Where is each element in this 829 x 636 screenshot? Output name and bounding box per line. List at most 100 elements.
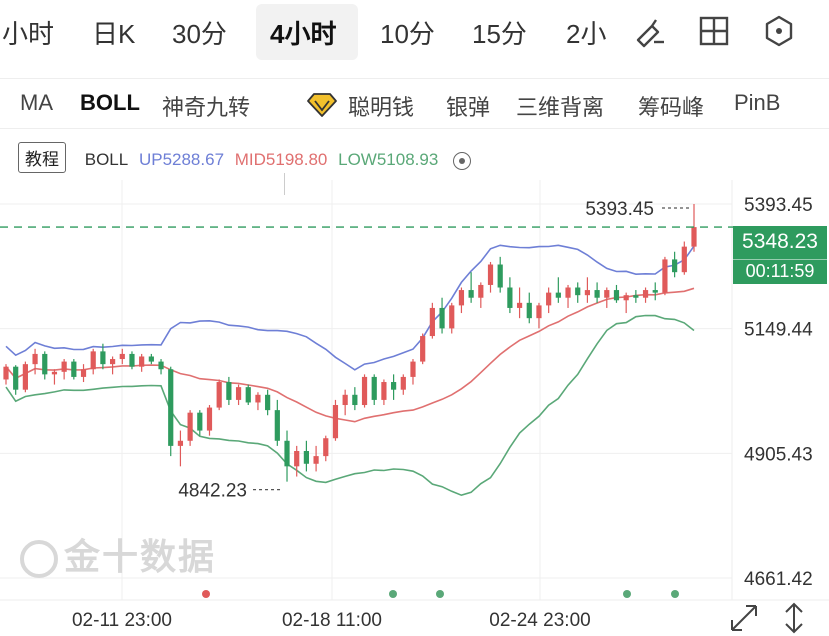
legend-indicator-name: BOLL: [84, 150, 129, 169]
legend-up-value: UP5288.67: [138, 150, 225, 169]
divider: [0, 78, 829, 79]
candle-body-26: [255, 394, 261, 403]
candle-body-38: [371, 376, 377, 400]
grid-layout-icon[interactable]: [697, 14, 731, 48]
candle-body-37: [361, 376, 368, 406]
candle-body-63: [613, 290, 620, 301]
candle-body-52: [507, 287, 513, 308]
price-tick-2: 4905.43: [744, 444, 813, 465]
candle-body-4: [42, 353, 48, 375]
candle-body-7: [71, 361, 77, 377]
indicator-5[interactable]: 三维背离: [516, 95, 605, 120]
indicator-2[interactable]: 神奇九转: [162, 95, 251, 120]
watermark-logo-icon: [20, 540, 58, 579]
candle-body-56: [546, 292, 552, 306]
candle-body-71: [691, 227, 697, 247]
candle-body-35: [342, 394, 348, 406]
candle-body-32: [313, 456, 319, 464]
candle-body-58: [565, 287, 571, 298]
candle-body-46: [449, 305, 455, 329]
candle-body-18: [177, 440, 184, 446]
candle-body-13: [129, 353, 135, 367]
indicator-bar: MA BOLL 神奇九转 聪明钱 银弹 三维背离 筹码峰 PinB: [0, 80, 829, 195]
candle-body-59: [575, 287, 581, 296]
tab-6[interactable]: 2小: [566, 19, 607, 49]
event-dot-0: [202, 590, 210, 598]
candle-body-27: [265, 394, 271, 411]
price-tick-1: 5149.44: [744, 320, 813, 341]
indicator-settings-icon[interactable]: [453, 151, 472, 170]
candle-body-16: [158, 361, 164, 370]
tab-5[interactable]: 15分: [472, 19, 527, 49]
candle-body-8: [80, 369, 87, 377]
indicator-divider: [284, 173, 285, 195]
candle-body-34: [332, 405, 339, 439]
indicator-0[interactable]: MA: [20, 90, 53, 115]
candle-body-48: [468, 290, 474, 298]
settings-hex-icon[interactable]: [762, 14, 796, 48]
current-price-box: 5348.23 00:11:59: [733, 226, 827, 284]
candle-body-64: [623, 295, 629, 301]
fullscreen-icon[interactable]: [731, 605, 757, 631]
legend-low-value: LOW5108.93: [338, 150, 439, 169]
timeframe-tabs: 小时 日K 30分 4小时 10分 15分 2小: [0, 0, 829, 64]
candle-body-14: [139, 356, 145, 367]
candle-body-3: [32, 353, 38, 365]
candle-body-53: [516, 302, 523, 308]
candle-body-50: [487, 264, 494, 285]
legend-mid-value: MID5198.80: [234, 150, 328, 169]
boll-low-line: [5, 314, 695, 497]
candle-countdown: 00:11:59: [733, 259, 827, 282]
draw-pen-icon[interactable]: [632, 14, 666, 48]
indicator-4[interactable]: 银弹: [446, 95, 491, 120]
candle-body-47: [458, 290, 465, 306]
tutorial-button[interactable]: 教程: [18, 142, 66, 173]
price-tick-3: 4661.42: [744, 569, 813, 590]
tab-1[interactable]: 日K: [92, 19, 136, 49]
low-marker-label: 4842.23: [178, 481, 247, 502]
candle-body-12: [119, 353, 125, 360]
candle-body-44: [429, 307, 435, 337]
tab-3[interactable]: 4小时: [270, 19, 337, 49]
candle-body-21: [206, 407, 213, 431]
candle-body-17: [168, 369, 174, 446]
boll-legend: 教程 BOLL UP5288.67 MID5198.80 LOW5108.93: [18, 142, 472, 174]
watermark-text: 金十数据: [64, 536, 217, 577]
candle-body-28: [274, 410, 280, 441]
candle-body-0: [3, 366, 9, 380]
candle-body-2: [22, 364, 28, 390]
divider: [0, 128, 829, 129]
candle-body-33: [323, 438, 329, 457]
candle-body-24: [235, 387, 242, 400]
date-tick-0: 02-11 23:00: [72, 610, 172, 631]
candle-body-36: [352, 394, 358, 406]
current-price: 5348.23: [742, 230, 818, 253]
candle-body-61: [594, 290, 600, 298]
candle-body-29: [284, 440, 290, 467]
active-tab-highlight: [256, 4, 358, 60]
candle-body-19: [187, 412, 193, 441]
indicator-1[interactable]: BOLL: [80, 90, 140, 115]
candle-body-5: [51, 371, 58, 375]
tab-4[interactable]: 10分: [380, 19, 435, 49]
candle-body-45: [439, 307, 445, 329]
indicator-7[interactable]: PinB: [734, 90, 781, 115]
candle-body-25: [245, 387, 251, 403]
vertical-scale-icon[interactable]: [785, 602, 803, 634]
tab-2[interactable]: 30分: [172, 19, 227, 49]
boll-up-line: [5, 244, 695, 371]
candle-body-22: [216, 382, 222, 408]
candle-body-65: [633, 295, 639, 298]
price-tick-0: 5393.45: [744, 195, 813, 216]
date-tick-1: 02-18 11:00: [282, 610, 382, 631]
boll-mid-line: [5, 287, 695, 423]
candle-body-68: [662, 259, 668, 293]
indicator-6[interactable]: 筹码峰: [638, 95, 705, 120]
watermark: 金十数据: [20, 528, 216, 580]
candle-body-9: [90, 351, 96, 370]
tab-0[interactable]: 小时: [2, 19, 55, 49]
indicator-3[interactable]: 聪明钱: [348, 95, 415, 120]
candle-body-55: [536, 305, 542, 319]
candle-body-23: [226, 382, 232, 400]
